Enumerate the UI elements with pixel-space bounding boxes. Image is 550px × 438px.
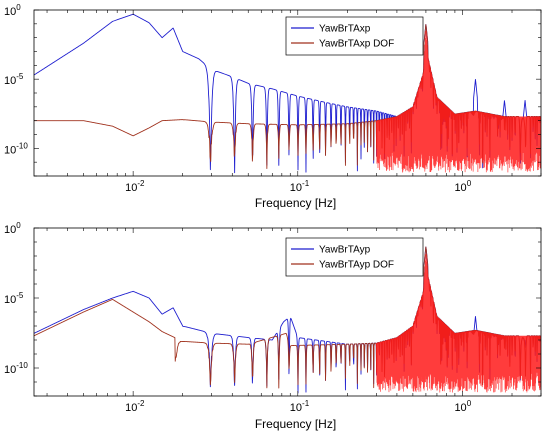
y-tick-label: 100: [4, 221, 21, 236]
top-chart: 10-2 10-1 100 100 10-5 10-10 Frequency [Hz] Yaw…: [4, 3, 542, 210]
legend: YawBrTAyp YawBrTAyp DOF: [285, 237, 424, 277]
series-dof-hf-band: [376, 30, 541, 173]
x-tick-label: 10-2: [125, 399, 145, 414]
x-axis-label: Frequency [Hz]: [255, 196, 336, 210]
y-tick-label: 10-5: [4, 72, 24, 87]
legend: YawBrTAxp YawBrTAxp DOF: [285, 16, 424, 56]
y-tick-label: 100: [4, 3, 21, 18]
y-tick-label: 10-5: [4, 291, 24, 306]
legend-label: YawBrTAyp DOF: [319, 260, 394, 271]
legend-label: YawBrTAxp DOF: [319, 39, 394, 50]
x-axis-label: Frequency [Hz]: [255, 417, 336, 431]
y-tick-label: 10-10: [4, 361, 28, 376]
y-tick-label: 10-10: [4, 141, 28, 156]
bottom-chart: 10-2 10-1 100 100 10-5 10-10 Frequency [Hz] Yaw…: [4, 221, 542, 431]
series-dof-hf-band: [376, 253, 541, 393]
legend-label: YawBrTAyp: [319, 245, 371, 256]
x-tick-label: 10-1: [290, 179, 310, 194]
x-tick-label: 10-2: [125, 179, 145, 194]
legend-label: YawBrTAxp: [319, 24, 371, 35]
x-tick-label: 100: [454, 179, 471, 194]
x-tick-label: 10-1: [290, 399, 310, 414]
x-tick-label: 100: [454, 399, 471, 414]
